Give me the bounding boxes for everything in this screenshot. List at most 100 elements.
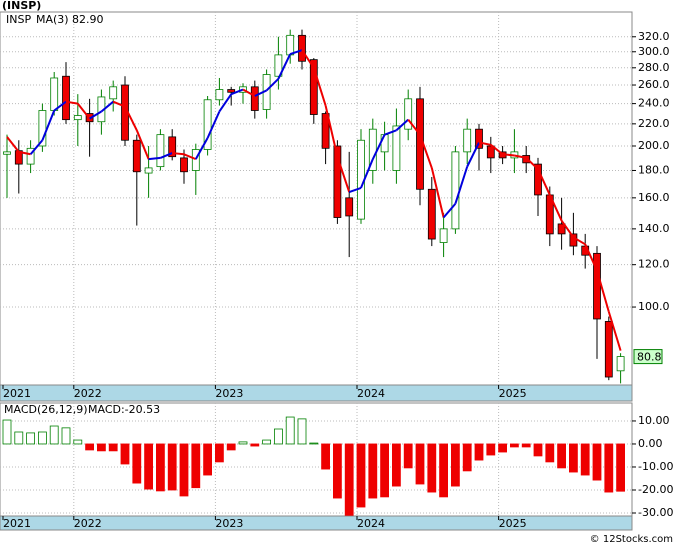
- y-tick-label: -20.00: [638, 483, 673, 496]
- y-tick-label: 200.0: [638, 139, 670, 152]
- ma-segment: [607, 311, 622, 351]
- candle-body: [557, 223, 566, 235]
- macd-bar: [108, 443, 118, 452]
- candle-body: [156, 134, 165, 168]
- ma-segment: [265, 78, 280, 92]
- candle-body: [604, 321, 613, 378]
- macd-bar: [462, 443, 472, 472]
- ma-segment: [348, 186, 362, 194]
- last-price-label: 80.8: [637, 351, 662, 364]
- macd-bar: [344, 443, 354, 516]
- candle-body: [109, 86, 118, 100]
- x-axis-band: [0, 515, 633, 531]
- ma-segment: [41, 110, 56, 141]
- ma-segment: [360, 158, 374, 189]
- ma-segment: [596, 270, 610, 313]
- ma-segment: [277, 53, 292, 80]
- macd-bar: [191, 443, 201, 489]
- x-tick-label: 2022: [74, 517, 102, 530]
- ma-segment: [289, 49, 303, 56]
- macd-bar: [179, 443, 189, 497]
- candle-body: [215, 89, 224, 101]
- macd-bar: [167, 443, 177, 491]
- ma-segment: [514, 154, 527, 159]
- last-price-box: [633, 349, 663, 365]
- y-tick-label: 10.00: [638, 414, 670, 427]
- legend-symbol: INSP: [6, 13, 31, 26]
- ma-segment: [124, 106, 138, 131]
- macd-bar: [415, 443, 425, 485]
- chart-title: (INSP): [2, 0, 41, 12]
- macd-bar: [592, 443, 602, 481]
- x-tick-label: 2025: [499, 387, 527, 400]
- ma-segment: [172, 152, 185, 156]
- x-tick-label: 2023: [215, 387, 243, 400]
- ma-segment: [336, 156, 351, 193]
- candle-body: [309, 59, 318, 115]
- y-tick-label: 300.0: [638, 45, 670, 58]
- candle-body: [392, 125, 401, 171]
- ma-segment: [525, 157, 539, 170]
- plot-area: [0, 402, 633, 517]
- x-tick-label: 2022: [74, 387, 102, 400]
- y-tick-label: 180.0: [638, 163, 670, 176]
- candle-body: [534, 163, 542, 196]
- macd-bar: [427, 443, 437, 493]
- macd-bar: [49, 425, 59, 445]
- candle-body: [380, 134, 389, 153]
- candle-body: [3, 151, 11, 155]
- macd-bar: [569, 443, 578, 473]
- candle-body: [144, 167, 153, 174]
- copyright: © 12Stocks.com: [590, 534, 673, 545]
- candle-body: [50, 77, 59, 111]
- ma-segment: [384, 129, 397, 136]
- ma-segment: [584, 243, 598, 271]
- legend-ma-value: 82.90: [72, 13, 104, 26]
- macd-bar: [450, 443, 460, 487]
- macd-bar: [439, 443, 449, 498]
- macd-bar: [309, 442, 319, 445]
- macd-bar: [120, 443, 130, 465]
- macd-bar: [2, 419, 12, 445]
- macd-bar: [238, 441, 248, 445]
- x-tick-label: 2023: [215, 517, 243, 530]
- macd-title: MACD(26,12,9): [4, 403, 88, 416]
- macd-bar: [203, 443, 213, 476]
- candle-body: [439, 228, 448, 243]
- y-tick-label: 260.0: [638, 78, 670, 91]
- y-tick-label: -30.00: [638, 506, 673, 519]
- candle-body: [227, 89, 236, 93]
- candle-body: [180, 157, 188, 173]
- ma-segment: [112, 100, 126, 108]
- ma-segment: [77, 103, 91, 120]
- ma-segment: [490, 144, 504, 156]
- candle-body: [26, 147, 35, 165]
- macd-bar: [521, 443, 531, 448]
- ma-segment: [407, 119, 421, 136]
- candle-body: [333, 145, 342, 218]
- ma-segment: [419, 134, 433, 169]
- macd-bar: [38, 431, 47, 445]
- macd-bar: [391, 443, 401, 487]
- ma-segment: [65, 100, 78, 105]
- macd-bar: [61, 427, 71, 445]
- macd-bar: [580, 443, 590, 476]
- candle-body: [463, 128, 472, 153]
- macd-bar: [368, 443, 378, 499]
- x-tick-label: 2024: [357, 387, 385, 400]
- y-tick-label: 160.0: [638, 191, 670, 204]
- macd-bar: [273, 428, 283, 445]
- ma-segment: [242, 88, 256, 97]
- candle-body: [404, 98, 413, 130]
- ma-segment: [430, 167, 445, 218]
- candle-body: [475, 128, 483, 149]
- macd-bar: [509, 443, 519, 448]
- candle-body: [132, 139, 141, 173]
- macd-bar: [332, 443, 342, 499]
- ma-segment: [371, 134, 386, 160]
- y-tick-label: 220.0: [638, 117, 670, 130]
- macd-bar: [85, 443, 94, 451]
- macd-bar: [533, 443, 543, 457]
- macd-bar: [403, 443, 413, 469]
